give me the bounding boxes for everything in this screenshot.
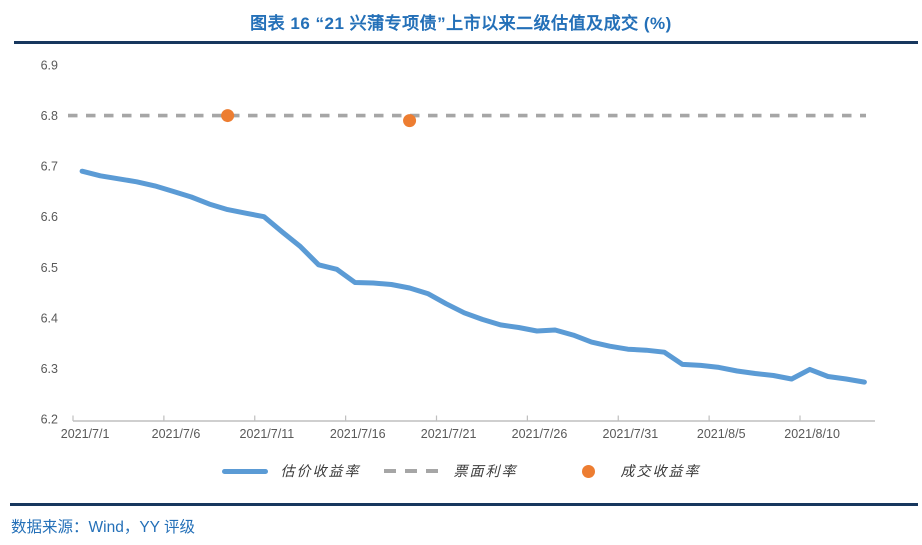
svg-text:6.9: 6.9 (41, 59, 58, 73)
svg-text:2021/7/6: 2021/7/6 (152, 427, 201, 441)
svg-text:2021/7/16: 2021/7/16 (330, 427, 386, 441)
svg-text:6.4: 6.4 (41, 311, 58, 325)
legend-dash-swatch-icon (383, 469, 440, 473)
svg-text:2021/7/26: 2021/7/26 (512, 427, 568, 441)
svg-text:2021/7/1: 2021/7/1 (61, 427, 110, 441)
legend-label-traded-yield: 成交收益率 (620, 464, 701, 480)
svg-text:2021/7/21: 2021/7/21 (421, 427, 477, 441)
svg-text:6.6: 6.6 (41, 210, 58, 224)
legend-item-valuation-yield: 估价收益率 (221, 461, 361, 481)
title-divider (14, 41, 918, 44)
legend-item-traded-yield: 成交收益率 (581, 461, 701, 481)
svg-text:2021/8/10: 2021/8/10 (784, 427, 840, 441)
data-source: 数据来源：Wind，YY 评级 (11, 519, 196, 536)
legend-line-swatch-icon (221, 468, 268, 474)
svg-text:6.5: 6.5 (41, 261, 58, 275)
svg-text:2021/7/31: 2021/7/31 (603, 427, 659, 441)
chart-legend: 估价收益率 票面利率 成交收益率 (0, 458, 922, 484)
legend-label-coupon-rate: 票面利率 (453, 464, 518, 480)
figure-title: 图表 16 “21 兴蒲专项债”上市以来二级估值及成交 (%) (250, 14, 672, 33)
legend-label-valuation-yield: 估价收益率 (280, 464, 361, 480)
svg-text:6.7: 6.7 (41, 160, 58, 174)
svg-text:6.3: 6.3 (41, 362, 58, 376)
svg-text:2021/8/5: 2021/8/5 (697, 427, 746, 441)
svg-text:6.8: 6.8 (41, 109, 58, 123)
footer-divider (10, 503, 918, 506)
svg-text:6.2: 6.2 (41, 413, 58, 427)
legend-dot-swatch-icon (581, 464, 595, 478)
legend-item-coupon-rate: 票面利率 (383, 461, 518, 481)
svg-text:2021/7/11: 2021/7/11 (240, 427, 295, 441)
